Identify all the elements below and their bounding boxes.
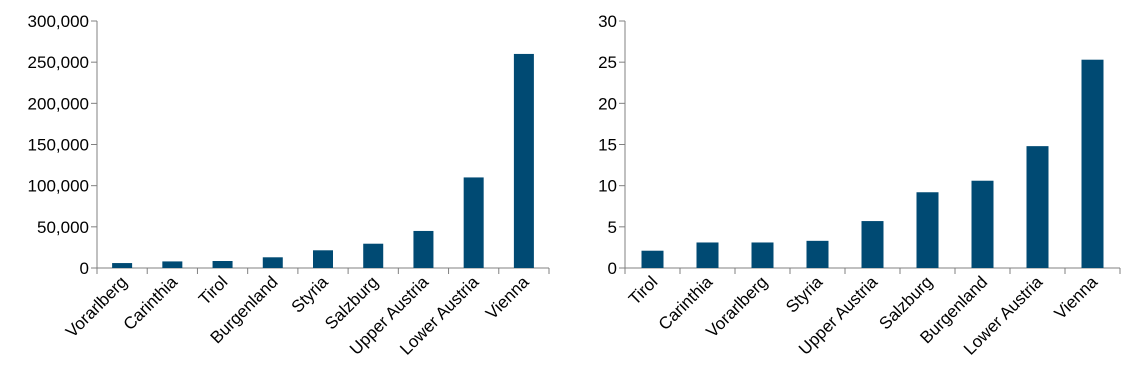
y-tick-label: 25 bbox=[598, 53, 617, 72]
bar bbox=[363, 243, 384, 268]
bar bbox=[513, 53, 534, 268]
y-tick-label: 0 bbox=[80, 259, 89, 278]
y-tick-label: 200,000 bbox=[28, 94, 89, 113]
y-tick-label: 5 bbox=[608, 218, 617, 237]
bar bbox=[916, 192, 939, 268]
y-tick-label: 20 bbox=[598, 94, 617, 113]
x-tick-label: Styria bbox=[288, 272, 333, 317]
y-tick-label: 150,000 bbox=[28, 136, 89, 155]
x-tick-label: Styria bbox=[782, 272, 827, 317]
y-tick-label: 30 bbox=[598, 12, 617, 31]
y-tick-label: 300,000 bbox=[28, 12, 89, 31]
x-tick-label: Carinthia bbox=[120, 272, 182, 334]
bar bbox=[413, 230, 434, 268]
bar bbox=[641, 250, 664, 268]
x-tick-label: Vorarlberg bbox=[62, 272, 131, 341]
y-tick-label: 10 bbox=[598, 177, 617, 196]
bar bbox=[262, 257, 283, 268]
y-tick-label: 0 bbox=[608, 259, 617, 278]
y-tick-label: 100,000 bbox=[28, 177, 89, 196]
bar bbox=[751, 242, 774, 268]
bar bbox=[112, 263, 133, 268]
x-tick-label: Vienna bbox=[482, 272, 533, 323]
x-tick-label: Vienna bbox=[1051, 272, 1102, 323]
chart-1: 0 50,000 100,000 150,000 200,000 250,000 300,0… bbox=[28, 12, 550, 359]
bar bbox=[1026, 146, 1049, 268]
bar bbox=[806, 240, 829, 268]
y-tick-label: 15 bbox=[598, 136, 617, 155]
bar bbox=[971, 180, 994, 268]
bar bbox=[463, 177, 484, 268]
bar bbox=[1081, 59, 1104, 268]
bar bbox=[696, 242, 719, 268]
bar bbox=[313, 250, 333, 268]
y-tick-label: 250,000 bbox=[28, 53, 89, 72]
bar bbox=[162, 261, 183, 268]
x-tick-label: Tirol bbox=[195, 272, 231, 308]
bar bbox=[212, 261, 233, 268]
y-tick-label: 50,000 bbox=[37, 218, 89, 237]
x-tick-label: Tirol bbox=[625, 272, 661, 308]
bar bbox=[861, 221, 884, 268]
